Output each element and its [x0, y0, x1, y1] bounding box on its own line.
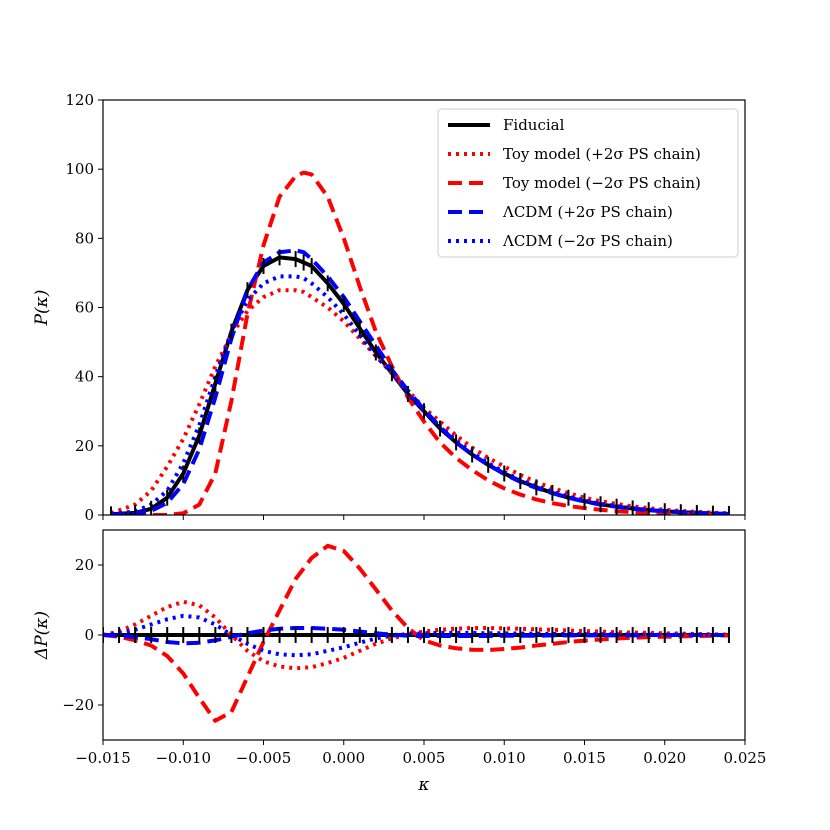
bottom-ytick-label: −20: [62, 696, 94, 714]
xlabel: κ: [417, 775, 429, 795]
top-panel: 0 20 40 60 80 100 120 P(κ): [32, 91, 746, 524]
xtick-label: 0.000: [322, 749, 365, 767]
legend-label-cdm-2-ps-chain: ΛCDM (+2σ PS chain): [502, 203, 673, 221]
xtick-label: −0.010: [155, 749, 211, 767]
top-series-cdm-2-ps-chain: [110, 274, 729, 515]
top-ytick-label: 40: [75, 368, 94, 386]
legend-label-fiducial: Fiducial: [503, 116, 565, 134]
bottom-series-group: [103, 543, 730, 723]
top-series-cdm-2-ps-chain: [110, 248, 729, 515]
xtick-label: 0.010: [483, 749, 526, 767]
bottom-ytick-label: 20: [75, 556, 94, 574]
bottom-ylabel: ΔP(κ): [32, 611, 52, 660]
xtick-label: −0.005: [236, 749, 292, 767]
xtick-label: 0.020: [643, 749, 686, 767]
top-ytick-label: 20: [75, 437, 94, 455]
top-series-group: [110, 170, 730, 515]
top-ytick-label: 100: [65, 160, 94, 178]
legend-box: [437, 108, 739, 258]
top-ytick-label: 80: [75, 229, 94, 247]
top-series-toy-model-2-ps-chain: [111, 170, 729, 515]
top-ylabel: P(κ): [32, 290, 52, 327]
top-series-fiducial: [110, 255, 729, 515]
bottom-ytick-label: 0: [84, 626, 94, 644]
legend: Fiducial Toy model (+2σ PS chain) Toy mode…: [437, 108, 739, 258]
xtick-label: 0.015: [563, 749, 606, 767]
legend-label-cdm-2-ps-chain: ΛCDM (−2σ PS chain): [502, 232, 673, 250]
xtick-label: −0.015: [75, 749, 131, 767]
xtick-label: 0.005: [403, 749, 446, 767]
bottom-series-toy-model-2-ps-chain: [103, 599, 729, 671]
xtick-label: 0.025: [724, 749, 767, 767]
legend-label-toy-model-2-ps-chain: Toy model (+2σ PS chain): [503, 145, 701, 163]
top-ytick-label: 60: [75, 299, 94, 317]
top-ytick-label: 120: [65, 91, 94, 109]
top-ytick-label: 0: [84, 506, 94, 524]
legend-label-toy-model-2-ps-chain: Toy model (−2σ PS chain): [503, 174, 701, 192]
bottom-panel: −0.015 −0.010 −0.005 0.000 0.005 0.010 0.015 0.…: [32, 529, 767, 795]
bottom-series-cdm-2-ps-chain: [103, 626, 729, 646]
